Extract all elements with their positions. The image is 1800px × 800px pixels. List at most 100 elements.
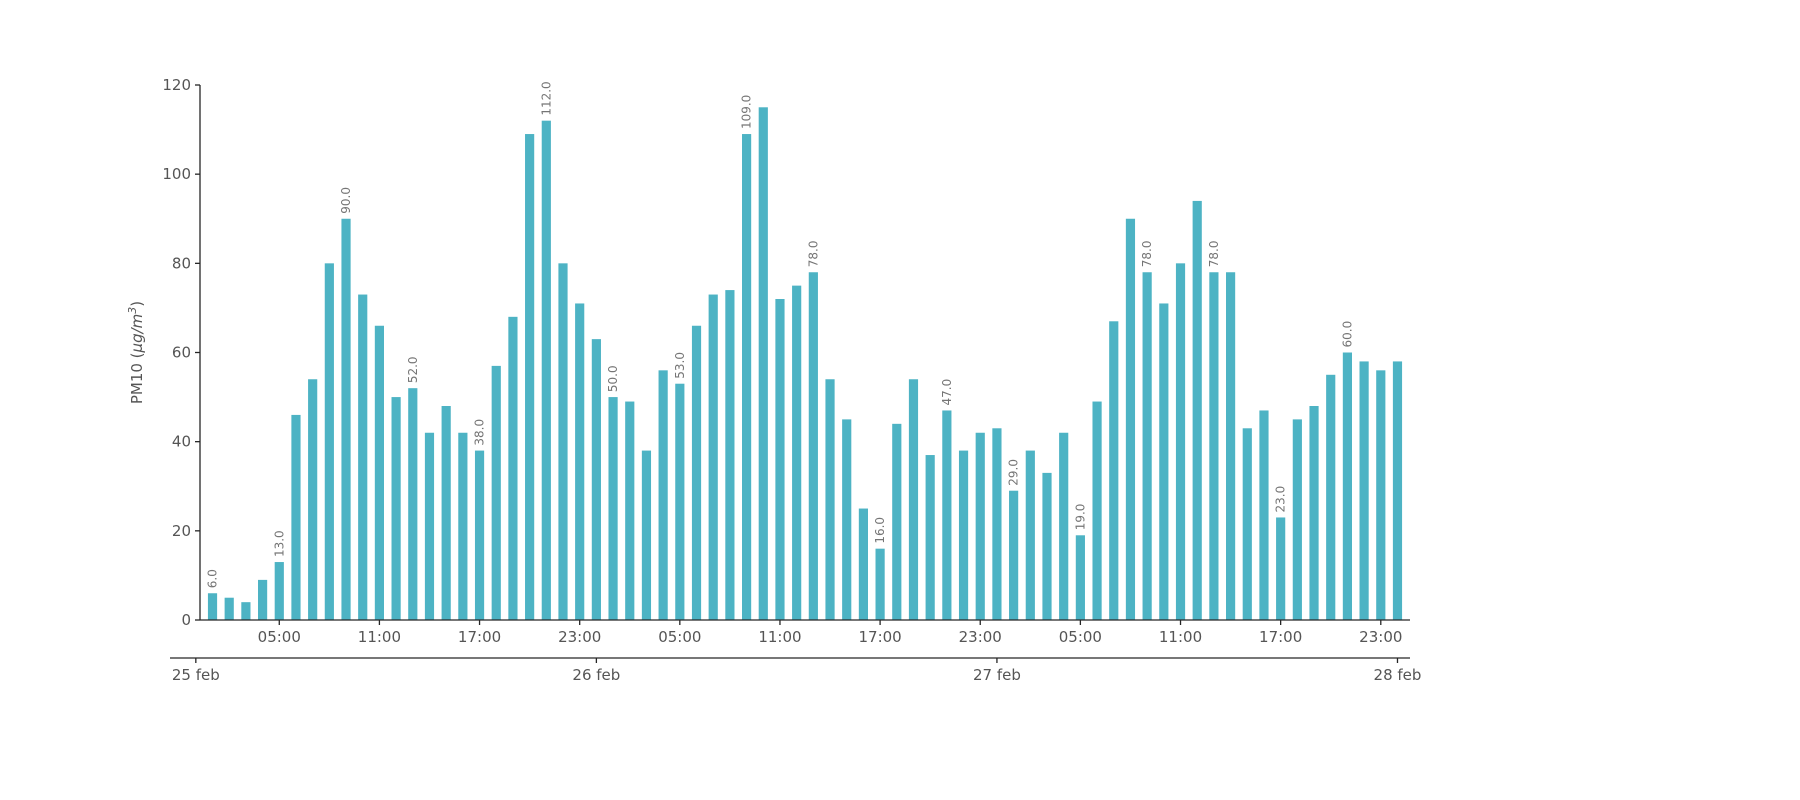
bar xyxy=(1259,410,1269,620)
bar xyxy=(1059,432,1069,620)
bar xyxy=(1075,535,1085,620)
bar xyxy=(1109,321,1119,620)
bar xyxy=(1292,419,1302,621)
bar xyxy=(1092,401,1102,620)
bar xyxy=(241,602,251,620)
x-tick-label: 17:00 xyxy=(1259,628,1302,646)
bar-value-label: 13.0 xyxy=(272,530,286,557)
bar xyxy=(541,120,551,621)
bar xyxy=(1342,352,1352,620)
bar xyxy=(1192,200,1202,621)
x-tick-label: 23:00 xyxy=(558,628,601,646)
x-tick-label: 17:00 xyxy=(858,628,901,646)
bar xyxy=(608,397,618,620)
bar xyxy=(641,450,652,620)
date-tick-label: 28 feb xyxy=(1374,666,1422,684)
bar xyxy=(1125,218,1136,620)
bar xyxy=(942,410,952,620)
bar xyxy=(1175,263,1186,620)
bar xyxy=(1242,428,1252,620)
bar xyxy=(625,401,635,620)
y-tick-label: 20 xyxy=(172,522,191,540)
bar-value-label: 53.0 xyxy=(673,352,687,379)
bar-value-label: 60.0 xyxy=(1340,321,1354,348)
bar xyxy=(207,593,218,620)
bar xyxy=(1226,272,1236,620)
bar xyxy=(291,414,301,620)
bar xyxy=(792,285,802,621)
bar xyxy=(1276,517,1286,620)
bar xyxy=(575,303,585,620)
bar xyxy=(1376,370,1386,620)
bar xyxy=(308,379,318,620)
bar xyxy=(374,325,384,620)
y-tick-label: 100 xyxy=(162,165,191,183)
bar xyxy=(474,450,485,620)
bar xyxy=(775,299,785,620)
date-tick-label: 27 feb xyxy=(973,666,1021,684)
bar xyxy=(258,579,268,621)
x-tick-label: 11:00 xyxy=(1159,628,1202,646)
bar xyxy=(458,432,468,620)
y-tick-label: 60 xyxy=(172,344,191,362)
bar xyxy=(658,370,668,620)
bar xyxy=(1359,361,1369,620)
bar-value-label: 38.0 xyxy=(473,419,487,446)
x-tick-label: 05:00 xyxy=(258,628,301,646)
bar xyxy=(358,294,368,620)
x-tick-label: 11:00 xyxy=(358,628,401,646)
bar xyxy=(691,325,702,620)
bar xyxy=(491,365,501,621)
bar-value-label: 19.0 xyxy=(1073,504,1087,531)
x-tick-label: 11:00 xyxy=(758,628,801,646)
bar xyxy=(842,419,852,621)
bar xyxy=(742,134,752,621)
y-tick-label: 120 xyxy=(162,76,191,94)
x-tick-label: 05:00 xyxy=(1059,628,1102,646)
y-tick-label: 40 xyxy=(172,433,191,451)
bar-value-label: 29.0 xyxy=(1007,459,1021,486)
bar xyxy=(808,272,818,620)
bar xyxy=(1326,374,1336,620)
bar xyxy=(1009,490,1019,620)
bar xyxy=(274,562,284,620)
bar xyxy=(858,508,868,620)
bar-value-label: 109.0 xyxy=(740,95,754,129)
bar-value-label: 6.0 xyxy=(206,569,220,588)
bar-value-label: 16.0 xyxy=(873,517,887,544)
bar xyxy=(892,423,902,620)
bar xyxy=(391,397,401,620)
bar xyxy=(1209,272,1219,620)
x-tick-label: 17:00 xyxy=(458,628,501,646)
bar xyxy=(525,134,535,621)
y-tick-label: 0 xyxy=(181,611,191,629)
bar xyxy=(708,294,718,620)
bar xyxy=(508,316,518,620)
bar xyxy=(441,406,451,620)
date-tick-label: 25 feb xyxy=(172,666,220,684)
bar xyxy=(958,450,969,620)
bar xyxy=(558,263,568,620)
x-tick-label: 23:00 xyxy=(959,628,1002,646)
bar xyxy=(925,455,935,620)
bar-value-label: 23.0 xyxy=(1274,486,1288,513)
bar xyxy=(408,388,418,620)
bar-value-label: 90.0 xyxy=(339,187,353,214)
bar xyxy=(1025,450,1035,620)
x-tick-label: 23:00 xyxy=(1359,628,1402,646)
bar xyxy=(758,107,768,621)
bar-value-label: 47.0 xyxy=(940,379,954,406)
bar xyxy=(424,432,435,620)
bar xyxy=(591,339,601,621)
bar xyxy=(1042,472,1052,621)
bar xyxy=(875,548,885,620)
bar xyxy=(908,379,919,620)
bar-value-label: 112.0 xyxy=(539,81,553,115)
date-tick-label: 26 feb xyxy=(572,666,620,684)
bar xyxy=(224,597,234,620)
bar xyxy=(1392,361,1403,620)
bar xyxy=(725,290,735,620)
bar-value-label: 52.0 xyxy=(406,356,420,383)
